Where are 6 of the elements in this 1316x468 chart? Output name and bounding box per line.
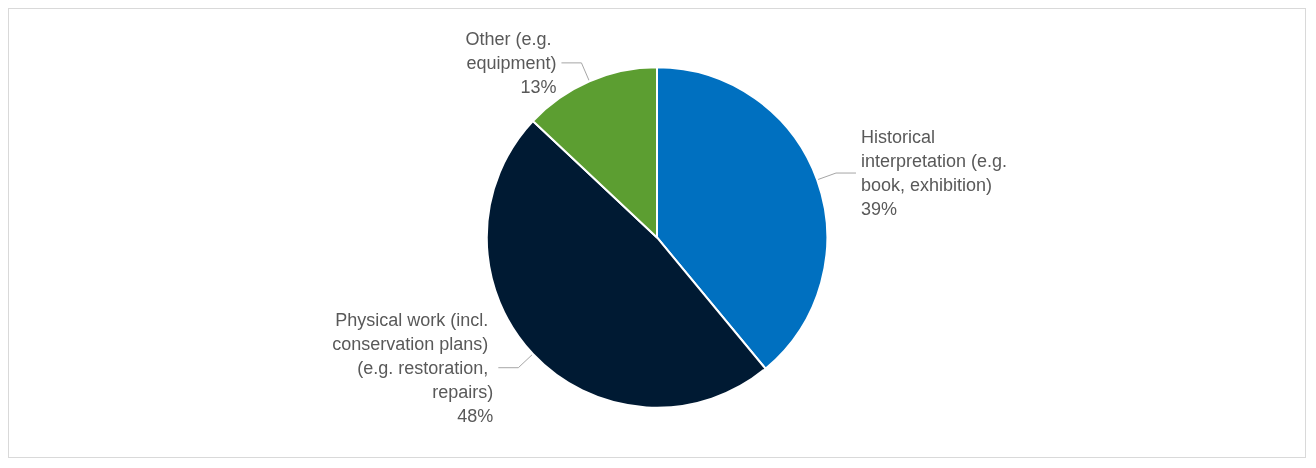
slice-label: Historical interpretation (e.g. book, exhibition) bbox=[860, 127, 1013, 196]
slice-label: Other (e.g. equipment) bbox=[465, 28, 557, 73]
data-label: 39% bbox=[860, 199, 898, 220]
data-label: 13% bbox=[520, 76, 557, 97]
slice-label: Physical work (incl. conservation plans) (e.g. restoration, repairs) bbox=[332, 309, 494, 402]
data-label: 48% bbox=[457, 405, 494, 426]
